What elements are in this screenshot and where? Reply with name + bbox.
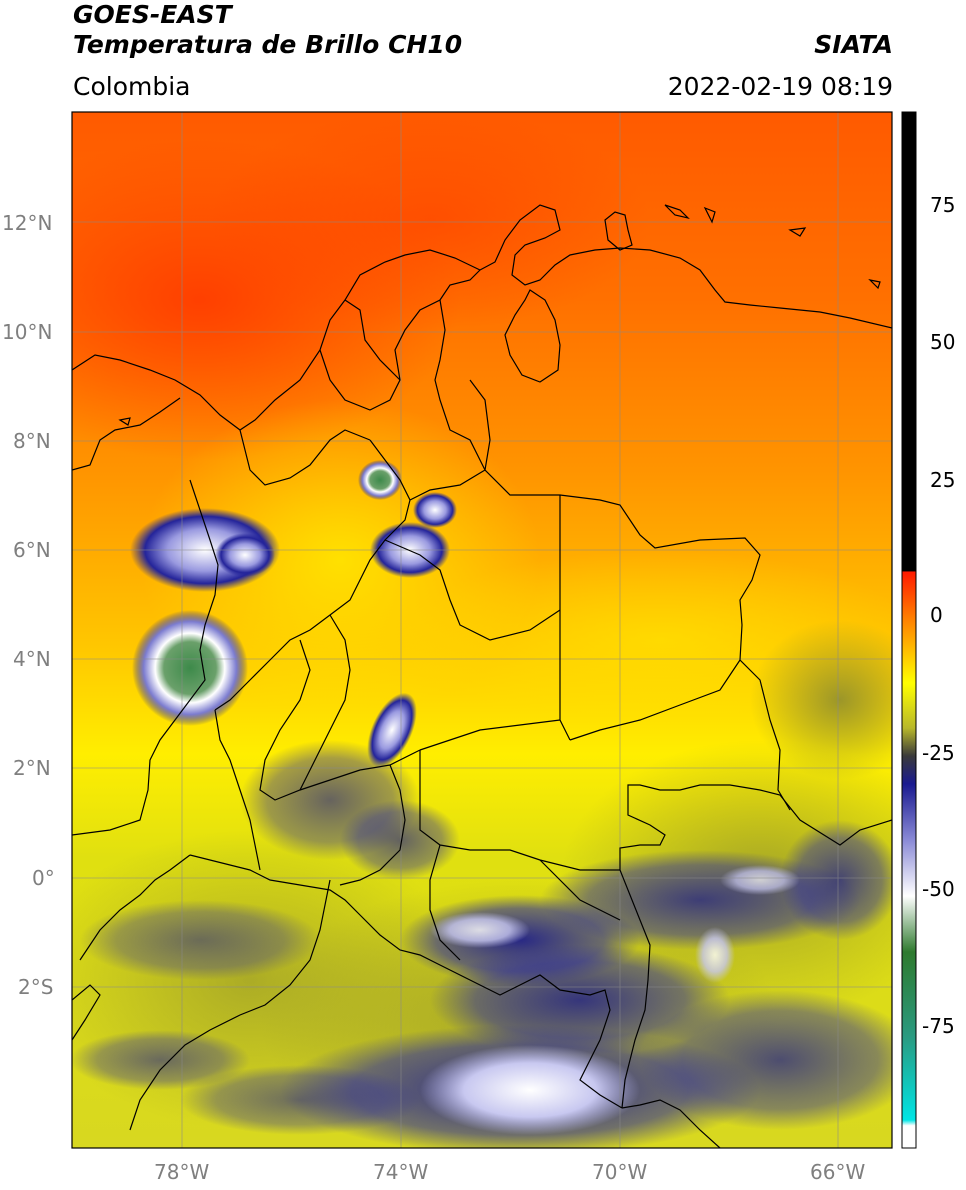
internal-border-3 [344,299,401,381]
colorbar-frame [901,111,917,1149]
colorbar-tick-0: 0 [930,603,943,627]
lat-label-10n: 10°N [2,320,53,344]
map-gridlines [72,112,892,1148]
colorbar-tick-minus50: -50 [922,877,955,901]
lat-label-0: 0° [32,866,55,890]
panama-coast [72,397,181,471]
panama-islands [118,417,131,426]
lat-label-2s: 2°S [18,975,54,999]
satellite-title: GOES-EAST [73,0,232,29]
peru-brazil-border [621,1099,721,1148]
region-label: Colombia [73,72,191,101]
colombia-brazil-border [619,784,892,1109]
islands-4 [868,279,881,290]
map-frame [71,111,893,1149]
maracaibo-lake [504,289,561,383]
aruba [604,211,633,251]
datetime-label: 2022-02-19 08:19 [667,72,893,101]
internal-border-4 [214,439,411,711]
lat-label-2n: 2°N [13,756,51,780]
peru-coast [72,984,101,1041]
internal-border-7 [559,495,571,741]
internal-border-9 [419,719,561,751]
internal-border-15 [539,859,621,921]
ecuador-peru-border [79,854,191,961]
internal-border-2 [319,269,481,411]
internal-border-1 [239,429,371,486]
internal-border-10 [419,750,620,871]
internal-border-16 [299,614,351,791]
internal-border-6 [384,539,561,641]
colorbar-tick-50: 50 [930,330,956,354]
islands-1 [664,204,690,220]
internal-border-17 [434,299,486,471]
brand-label: SIATA [814,30,893,59]
lat-label-4n: 4°N [13,647,51,671]
islands-3 [788,227,807,237]
southern-river [129,879,331,1131]
colombia-venezuela-border [469,379,791,811]
lat-label-12n: 12°N [2,211,53,235]
islands-2 [703,206,716,224]
colorbar [901,111,917,1149]
colorbar-tick-75: 75 [930,193,956,217]
lat-label-8n: 8°N [13,429,51,453]
internal-border-13 [339,764,406,886]
colorbar-tick-minus75: -75 [922,1014,955,1038]
internal-border-11 [259,639,421,801]
colombia-peru-border [189,854,623,1109]
lon-label-78w: 78°W [154,1160,210,1184]
product-title: Temperatura de Brillo CH10 [73,30,463,59]
internal-border-8 [569,659,741,741]
map-borders [72,204,892,1148]
lon-label-74w: 74°W [373,1160,429,1184]
caribbean-coastline [72,204,892,431]
lon-label-66w: 66°W [810,1160,866,1184]
colorbar-tick-minus25: -25 [922,741,955,765]
lon-label-70w: 70°W [592,1160,648,1184]
internal-border-5 [409,469,486,501]
colorbar-tick-25: 25 [930,468,956,492]
internal-border-14 [429,844,461,961]
colorbar-gradient [902,112,916,1148]
internal-border-12 [214,709,261,871]
lat-label-6n: 6°N [13,538,51,562]
pacific-coastline [72,479,219,836]
